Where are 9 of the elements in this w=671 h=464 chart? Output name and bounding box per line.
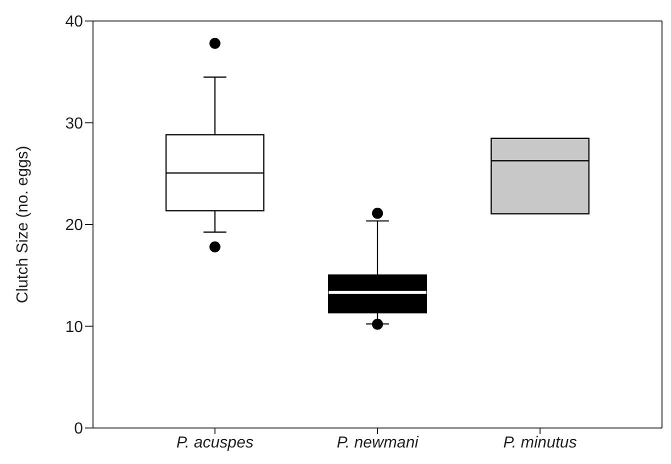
x-tick-label: P. acuspes [176,434,254,452]
y-tick-label: 10 [65,318,84,336]
x-tick-label: P. newmani [336,434,419,452]
x-tick-label: P. minutus [503,434,577,452]
y-axis-title: Clutch Size (no. eggs) [14,146,32,304]
y-tick-label: 0 [74,420,84,438]
y-tick-label: 40 [65,14,84,31]
y-tick-label: 30 [65,115,84,132]
y-tick-label: 20 [65,217,84,234]
